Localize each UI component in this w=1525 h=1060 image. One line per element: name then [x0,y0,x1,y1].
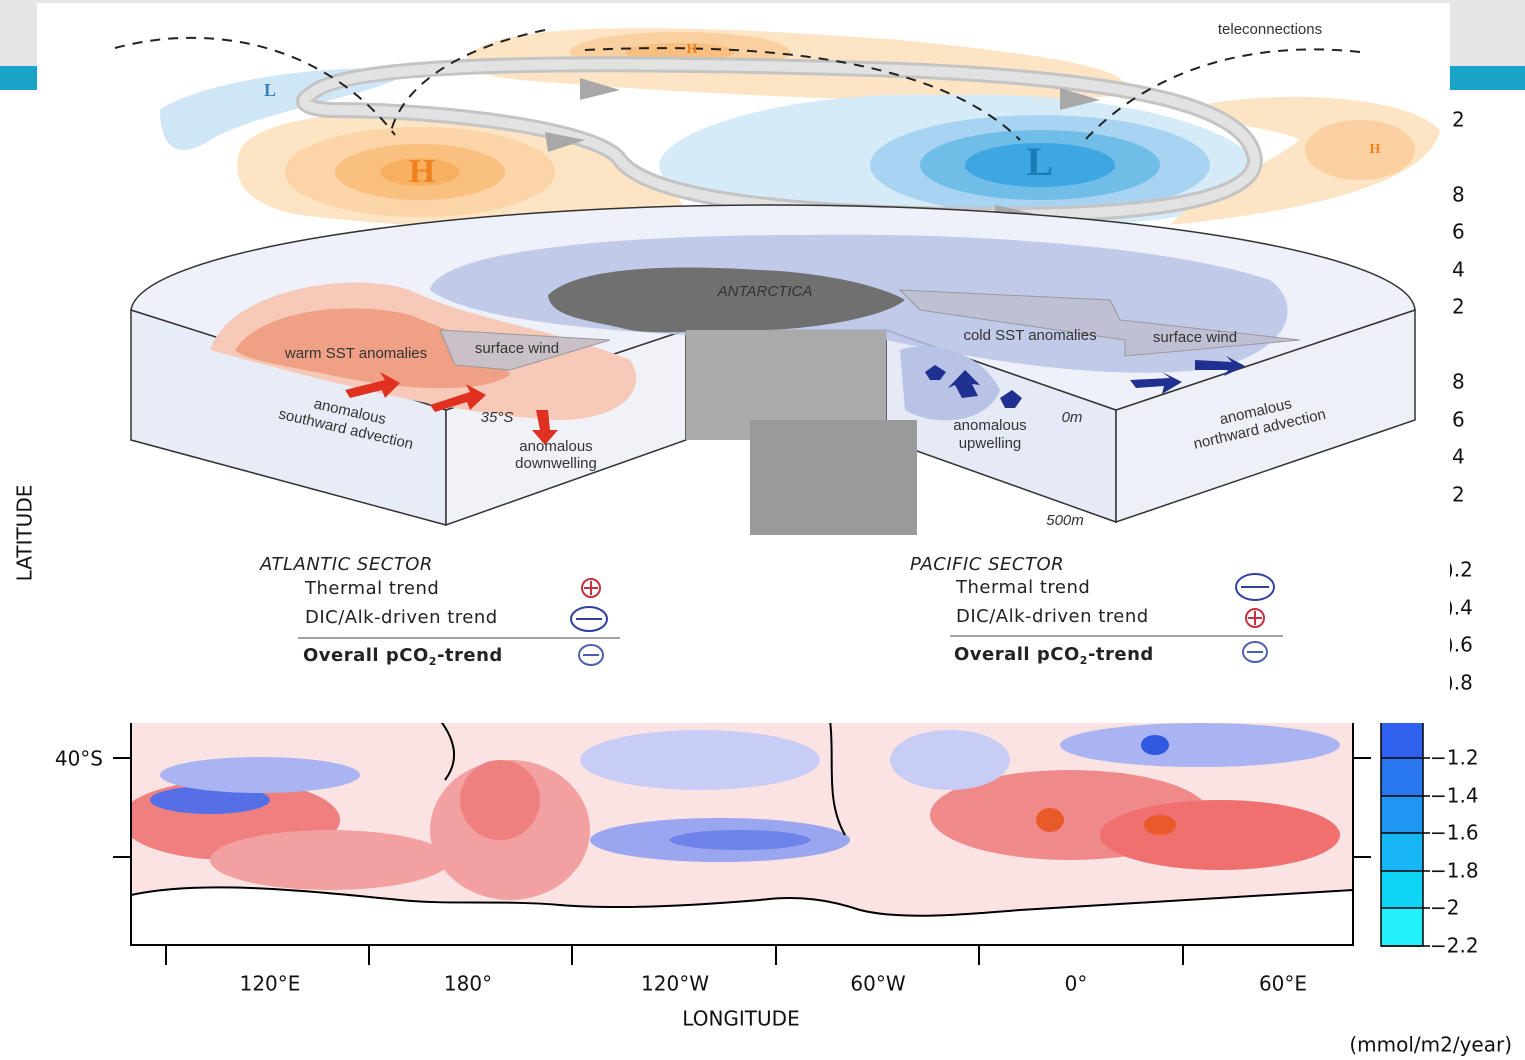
side-labels: 2 8 6 4 2 8 6 4 2 ).2 ).4 ).6 ).8 [1446,108,1473,695]
colorbar-rect [1381,796,1423,833]
pressure-label: L [264,80,276,100]
colorbar-label: −1.8 [1430,859,1479,883]
text-part: ).4 [1446,596,1473,620]
continent-label: ANTARCTICA [717,283,813,300]
x-tick-label: 120°E [240,972,301,996]
text-part: ).6 [1446,633,1473,657]
pressure-field-ellipse [1305,120,1415,180]
text-part: -trend [1088,644,1154,665]
legend-row: Thermal trend [304,578,439,599]
colorbar-label: −1.4 [1430,784,1479,808]
legend-row: DIC/Alk-driven trend [956,606,1149,627]
text-part: ).2 [1446,558,1473,582]
legend-row: Thermal trend [955,577,1090,598]
unit-label: (mmol/m2/year) [1349,1033,1512,1057]
map-field-ellipse [1100,800,1340,870]
legend-overall: Overall pCO2-trend [303,645,503,668]
map-field-ellipse [580,730,820,790]
latitude-label: 35°S [481,409,514,426]
text-part: 2 [1080,654,1088,667]
legend-row: DIC/Alk-driven trend [305,607,498,628]
map-field-ellipse [160,757,360,793]
x-tick-label: 180° [444,972,492,996]
sst-label: cold SST anomalies [963,327,1096,344]
sst-label: warm SST anomalies [284,345,427,362]
colorbar: −1.2 −1.4 −1.6 −1.8 −2 −2.2 (mmol/m2/yea… [1349,690,1512,1057]
vertical-label: downwelling [515,455,597,472]
x-axis-label: LONGITUDE [682,1007,799,1031]
text-part: 4 [1452,445,1465,469]
y-axis-label: LATITUDE [13,485,37,582]
legend-title: ATLANTIC SECTOR [259,554,433,575]
ocean-disk-rect [750,420,917,535]
colorbar-rect [1381,833,1423,871]
map-field-ellipse [1036,808,1064,832]
colorbar-rect [1381,758,1423,796]
text-part: 2 [1452,108,1465,132]
text-part: 4 [1452,258,1465,282]
x-tick-label: 60°W [850,972,905,996]
colorbar-label: −1.6 [1430,821,1479,845]
pressure-label: L [1027,139,1054,184]
diagram: teleconnections L H H L H [37,3,1450,723]
map-field-ellipse [890,730,1010,790]
map-field-ellipse [1060,723,1340,767]
pressure-label: H [687,42,698,57]
colorbar-rect [1381,871,1423,908]
vertical-label: anomalous [953,417,1026,434]
map-field-ellipse [1141,735,1169,755]
text-part: -trend [437,645,503,666]
slide: 2 8 6 4 2 8 6 4 2 ).2 ).4 ).6 ).8 [0,0,1525,1060]
map-field-ellipse [670,830,810,850]
colorbar-label: −2.2 [1430,934,1479,958]
colorbar-rect [1381,908,1423,946]
text-part: 6 [1452,220,1465,244]
depth-label: 0m [1062,409,1083,426]
colorbar-rect [1381,721,1423,758]
y-tick-label: 40°S [55,747,103,771]
x-tick-label: 0° [1065,972,1088,996]
text-part: 2 [1452,483,1465,507]
page: { "slide": { "side_labels": ["2", "8", "… [0,0,1525,1060]
text-part: Overall pCO [954,644,1080,665]
wind-label: surface wind [475,340,559,357]
x-tick-label: 60°E [1259,972,1307,996]
pressure-label: H [409,153,435,190]
x-tick-label: 120°W [641,972,709,996]
legend-title: PACIFIC SECTOR [910,554,1064,575]
vertical-label: anomalous [519,438,592,455]
text-part: Overall pCO [303,645,429,666]
text-part: 8 [1452,183,1465,207]
teleconnections-label: teleconnections [1218,21,1322,38]
text-part: 6 [1452,408,1465,432]
colorbar-label: −2 [1430,896,1459,920]
map-field-ellipse [460,760,540,840]
wind-label: surface wind [1153,329,1237,346]
text-part: ).8 [1446,671,1473,695]
pressure-label: H [1370,142,1381,157]
legend-overall: Overall pCO2-trend [954,644,1154,667]
map-field-ellipse [1144,815,1176,835]
text-part: 2 [429,655,437,668]
map-field-ellipse [210,830,450,890]
text-part: 8 [1452,370,1465,394]
vertical-label: upwelling [959,435,1022,452]
text-part: 2 [1452,295,1465,319]
depth-label: 500m [1046,512,1084,529]
map-field [120,690,1353,945]
colorbar-label: −1.2 [1430,746,1479,770]
